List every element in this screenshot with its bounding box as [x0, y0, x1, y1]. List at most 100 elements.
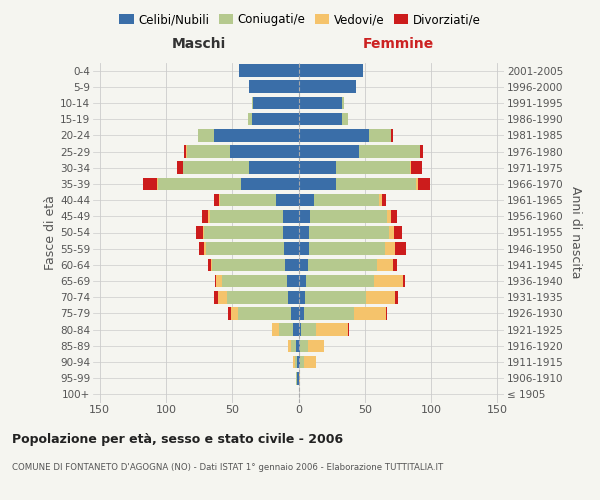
Bar [366, 291, 395, 304]
Bar [157, 178, 158, 190]
Bar [214, 194, 219, 206]
Bar [187, 145, 230, 158]
Bar [198, 129, 214, 141]
Bar [299, 80, 356, 93]
Bar [403, 275, 404, 287]
Bar [230, 145, 299, 158]
Bar [308, 258, 377, 271]
Y-axis label: Fasce di età: Fasce di età [44, 195, 57, 270]
Text: Maschi: Maschi [172, 37, 226, 51]
Bar [395, 242, 406, 255]
Bar [221, 275, 287, 287]
Bar [288, 291, 299, 304]
Bar [205, 226, 283, 239]
Bar [227, 291, 288, 304]
Bar [299, 210, 310, 222]
Bar [211, 258, 212, 271]
Bar [288, 340, 290, 352]
Bar [377, 258, 392, 271]
Bar [382, 194, 386, 206]
Bar [389, 226, 394, 239]
Bar [299, 307, 304, 320]
Y-axis label: Anni di nascita: Anni di nascita [569, 186, 582, 279]
Bar [293, 356, 295, 368]
Bar [296, 340, 299, 352]
Bar [276, 194, 299, 206]
Legend: Celibi/Nubili, Coniugati/e, Vedovi/e, Divorziati/e: Celibi/Nubili, Coniugati/e, Vedovi/e, Di… [115, 8, 485, 31]
Bar [305, 291, 366, 304]
Text: Femmine: Femmine [362, 37, 434, 51]
Bar [299, 324, 301, 336]
Bar [299, 129, 369, 141]
Bar [299, 372, 300, 384]
Bar [335, 178, 416, 190]
Bar [369, 129, 391, 141]
Bar [391, 129, 392, 141]
Bar [220, 194, 276, 206]
Bar [253, 96, 299, 110]
Bar [359, 145, 421, 158]
Bar [296, 372, 297, 384]
Bar [290, 307, 299, 320]
Bar [278, 324, 293, 336]
Bar [300, 340, 308, 352]
Bar [299, 162, 335, 174]
Bar [309, 226, 389, 239]
Bar [307, 275, 374, 287]
Bar [202, 210, 208, 222]
Bar [416, 178, 418, 190]
Bar [284, 242, 299, 255]
Bar [410, 162, 411, 174]
Bar [304, 307, 354, 320]
Bar [301, 324, 316, 336]
Bar [421, 145, 423, 158]
Bar [272, 324, 278, 336]
Bar [283, 210, 299, 222]
Bar [347, 324, 349, 336]
Bar [299, 96, 342, 110]
Bar [418, 178, 430, 190]
Bar [241, 178, 299, 190]
Bar [310, 210, 388, 222]
Bar [239, 64, 299, 77]
Bar [335, 162, 410, 174]
Bar [297, 372, 299, 384]
Bar [176, 162, 183, 174]
Bar [385, 242, 395, 255]
Text: COMUNE DI FONTANETO D'AGOGNA (NO) - Dati ISTAT 1° gennaio 2006 - Elaborazione TU: COMUNE DI FONTANETO D'AGOGNA (NO) - Dati… [12, 462, 443, 471]
Bar [299, 178, 335, 190]
Bar [314, 194, 379, 206]
Bar [215, 275, 217, 287]
Bar [299, 113, 342, 126]
Bar [299, 242, 309, 255]
Bar [299, 145, 359, 158]
Bar [209, 210, 283, 222]
Bar [252, 96, 253, 110]
Bar [308, 340, 323, 352]
Bar [287, 275, 299, 287]
Bar [379, 194, 382, 206]
Bar [228, 307, 231, 320]
Bar [304, 356, 316, 368]
Bar [158, 178, 241, 190]
Bar [248, 113, 252, 126]
Bar [342, 113, 347, 126]
Bar [205, 242, 206, 255]
Bar [392, 258, 397, 271]
Bar [394, 226, 402, 239]
Bar [411, 162, 422, 174]
Bar [208, 258, 211, 271]
Bar [299, 194, 314, 206]
Bar [342, 96, 344, 110]
Bar [299, 356, 300, 368]
Bar [299, 340, 300, 352]
Bar [219, 194, 220, 206]
Bar [299, 64, 364, 77]
Bar [184, 145, 186, 158]
Bar [212, 258, 285, 271]
Bar [299, 291, 305, 304]
Bar [395, 291, 398, 304]
Bar [199, 242, 205, 255]
Bar [250, 162, 299, 174]
Bar [374, 275, 403, 287]
